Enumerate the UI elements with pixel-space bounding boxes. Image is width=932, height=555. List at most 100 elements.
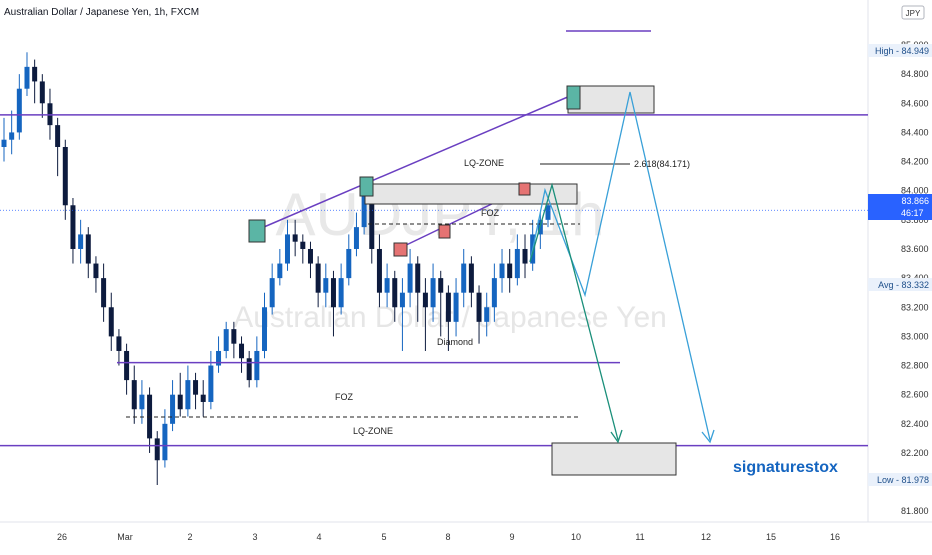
y-tick-label: 83.200	[901, 302, 929, 312]
candle-body	[476, 292, 482, 322]
candle-body	[445, 292, 451, 322]
pivot-marker-red	[518, 182, 531, 196]
y-tick-label: 81.800	[901, 506, 929, 516]
candle-body	[361, 190, 367, 228]
candle-body	[392, 278, 398, 308]
candle-body	[239, 343, 245, 359]
candle-body	[507, 263, 513, 279]
x-tick-label: 3	[252, 532, 257, 542]
candle-body	[16, 88, 22, 133]
annotation-label: FOZ	[335, 392, 353, 402]
price-tag-value: 83.866	[901, 196, 929, 206]
candle-body	[62, 146, 68, 206]
candle-body	[461, 263, 467, 293]
candle-body	[384, 278, 390, 293]
foz-zone-box	[364, 183, 578, 205]
candle-body	[453, 292, 459, 322]
x-tick-label: 12	[701, 532, 711, 542]
candle-body	[545, 205, 551, 220]
candle-body	[216, 350, 222, 366]
pivot-marker-red	[438, 224, 451, 239]
candle-body	[208, 365, 214, 402]
candle-body	[124, 350, 130, 381]
pivot-marker-teal	[248, 219, 266, 243]
candle-body	[200, 394, 206, 402]
price-tag	[868, 278, 932, 291]
candle-body	[101, 278, 107, 308]
price-tag-value: Low - 81.978	[877, 475, 929, 485]
candle-body	[32, 66, 38, 82]
pivot-marker-teal	[359, 176, 374, 197]
price-tag	[868, 44, 932, 57]
candle-body	[514, 248, 520, 279]
projection-path-green	[529, 182, 619, 441]
x-tick-label: 10	[571, 532, 581, 542]
y-tick-label: 82.800	[901, 361, 929, 371]
x-tick-label: Mar	[117, 532, 133, 542]
candle-body	[162, 423, 168, 461]
candle-body	[254, 350, 260, 381]
x-tick-label: 15	[766, 532, 776, 542]
x-tick-label: 16	[830, 532, 840, 542]
candle-body	[185, 380, 191, 410]
candle-body	[300, 241, 306, 249]
y-tick-label: 84.000	[901, 186, 929, 196]
candle-body	[170, 394, 176, 424]
candle-body	[415, 263, 421, 293]
candle-body	[491, 278, 497, 308]
x-tick-label: 4	[316, 532, 321, 542]
x-tick-label: 8	[445, 532, 450, 542]
y-tick-label: 84.200	[901, 157, 929, 167]
candle-body	[369, 190, 375, 249]
x-tick-label: 5	[381, 532, 386, 542]
candle-body	[522, 248, 528, 264]
candle-body	[284, 234, 290, 264]
candle-body	[39, 81, 45, 104]
candle-body	[376, 248, 382, 293]
brand-label: signaturestox	[733, 459, 838, 476]
candle-body	[468, 263, 474, 293]
y-tick-label: 84.800	[901, 69, 929, 79]
candle-body	[9, 132, 15, 140]
y-tick-label: 82.200	[901, 448, 929, 458]
candle-body	[231, 329, 237, 344]
price-axis[interactable]	[868, 0, 932, 522]
annotation-label: FOZ	[481, 208, 499, 218]
y-tick-label: 82.400	[901, 419, 929, 429]
annotation-label: 2.618(84.171)	[634, 159, 690, 169]
candle-body	[323, 278, 329, 293]
price-tags: High - 84.949 83.866 46:17 Avg - 83.332 Low …	[868, 44, 932, 486]
target-zone-box	[567, 85, 655, 114]
arrowhead-blue	[701, 429, 715, 444]
currency-badge-label: JPY	[906, 9, 921, 18]
currency-badge[interactable]	[901, 5, 925, 20]
price-tag-countdown: 46:17	[901, 208, 924, 218]
projection-path-blue	[529, 91, 711, 441]
y-tick-label: 83.600	[901, 244, 929, 254]
candle-body	[246, 358, 252, 381]
candle-body	[262, 307, 268, 351]
x-tick-label: 26	[57, 532, 67, 542]
candle-body	[55, 125, 61, 147]
price-tag	[868, 473, 932, 486]
y-tick-label: 83.000	[901, 331, 929, 341]
candle-body	[108, 307, 114, 337]
candle-body	[330, 278, 336, 308]
y-tick-label: 84.600	[901, 98, 929, 108]
candle-body	[131, 380, 137, 410]
candle-body	[223, 329, 229, 351]
candle-body	[346, 248, 352, 279]
y-tick-label: 84.400	[901, 127, 929, 137]
x-tick-label: 9	[509, 532, 514, 542]
candle-body	[499, 263, 505, 279]
candle-body	[93, 263, 99, 279]
upper-trendline	[256, 95, 571, 231]
drawings-group: LQ-ZONE 2.618(84.171) FOZ Diamond FOZ LQ-ZONE	[0, 30, 868, 476]
candle-body	[353, 227, 359, 249]
candle-body	[1, 139, 7, 147]
candle-body	[116, 336, 122, 351]
candle-body	[307, 248, 313, 264]
candle-body	[338, 278, 344, 308]
